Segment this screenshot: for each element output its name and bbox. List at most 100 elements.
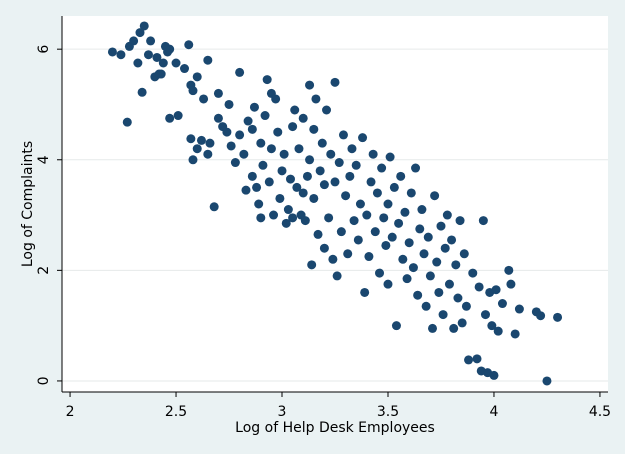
point <box>387 232 397 242</box>
point <box>411 163 421 173</box>
point <box>432 257 442 267</box>
point <box>338 130 348 140</box>
point <box>269 210 279 220</box>
point <box>171 58 181 68</box>
point <box>143 50 153 60</box>
point <box>353 235 363 245</box>
point <box>256 213 266 223</box>
point <box>226 141 236 151</box>
point <box>305 155 315 165</box>
x-tick-label: 4.5 <box>589 404 611 420</box>
point <box>438 310 448 320</box>
y-tick-label: 4 <box>36 155 52 164</box>
point <box>290 105 300 115</box>
point <box>288 213 298 223</box>
point <box>184 40 194 50</box>
point <box>165 44 175 54</box>
point <box>235 130 245 140</box>
plot-area <box>62 16 608 392</box>
point <box>307 260 317 270</box>
point <box>260 111 270 121</box>
point <box>542 376 552 386</box>
point <box>324 213 334 223</box>
point <box>436 221 446 231</box>
point <box>553 312 563 322</box>
point <box>355 199 365 209</box>
point <box>247 124 257 134</box>
point <box>222 127 232 137</box>
point <box>349 216 359 226</box>
point <box>345 171 355 181</box>
point <box>510 329 520 339</box>
point <box>489 370 499 380</box>
point <box>451 260 461 270</box>
point <box>213 88 223 98</box>
y-axis-label: Log of Complaints <box>20 141 36 267</box>
point <box>474 282 484 292</box>
point <box>188 86 198 96</box>
x-tick-label: 3.5 <box>377 404 399 420</box>
point <box>434 287 444 297</box>
point <box>472 354 482 364</box>
point <box>264 177 274 187</box>
point <box>199 94 209 104</box>
point <box>205 138 215 148</box>
point <box>332 271 342 281</box>
point <box>455 216 465 226</box>
point <box>419 249 429 259</box>
point <box>423 232 433 242</box>
point <box>444 279 454 289</box>
point <box>247 171 257 181</box>
point <box>230 158 240 168</box>
point <box>368 149 378 159</box>
point <box>302 171 312 181</box>
point <box>139 21 149 31</box>
point <box>285 174 295 184</box>
point <box>383 199 393 209</box>
point <box>406 188 416 198</box>
point <box>249 102 259 112</box>
point <box>394 218 404 228</box>
point <box>478 216 488 226</box>
point <box>366 177 376 187</box>
point <box>309 124 319 134</box>
x-tick-label: 3 <box>278 404 287 420</box>
point <box>385 152 395 162</box>
point <box>275 193 285 203</box>
point <box>480 310 490 320</box>
point <box>129 36 139 46</box>
point <box>135 28 145 38</box>
point <box>107 47 117 57</box>
point <box>358 133 368 143</box>
point <box>273 127 283 137</box>
point <box>137 87 147 97</box>
point <box>300 216 310 226</box>
point <box>203 55 213 65</box>
point <box>315 166 325 176</box>
point <box>449 323 459 333</box>
point <box>188 155 198 165</box>
y-tick-label: 2 <box>36 266 52 275</box>
point <box>417 205 427 215</box>
point <box>165 113 175 123</box>
point <box>213 113 223 123</box>
point <box>425 271 435 281</box>
point <box>243 116 253 126</box>
point <box>326 149 336 159</box>
point <box>398 254 408 264</box>
point <box>209 202 219 212</box>
point <box>180 64 190 74</box>
point <box>370 227 380 237</box>
point <box>413 290 423 300</box>
x-tick-label: 4 <box>490 404 499 420</box>
point <box>298 188 308 198</box>
point <box>152 52 162 62</box>
point <box>408 263 418 273</box>
point <box>391 321 401 331</box>
point <box>453 293 463 303</box>
point <box>375 268 385 278</box>
point <box>192 144 202 154</box>
point <box>122 117 132 127</box>
point <box>239 149 249 159</box>
point <box>266 144 276 154</box>
